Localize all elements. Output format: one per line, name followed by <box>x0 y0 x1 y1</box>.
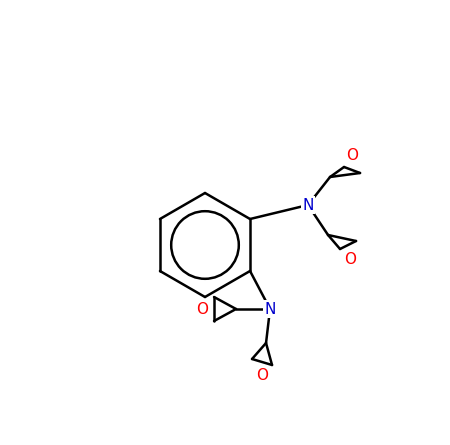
Text: O: O <box>344 251 356 267</box>
Text: N: N <box>264 302 276 316</box>
Text: N: N <box>302 198 314 213</box>
Text: O: O <box>196 302 208 316</box>
Text: O: O <box>346 147 358 162</box>
Text: O: O <box>256 368 268 383</box>
